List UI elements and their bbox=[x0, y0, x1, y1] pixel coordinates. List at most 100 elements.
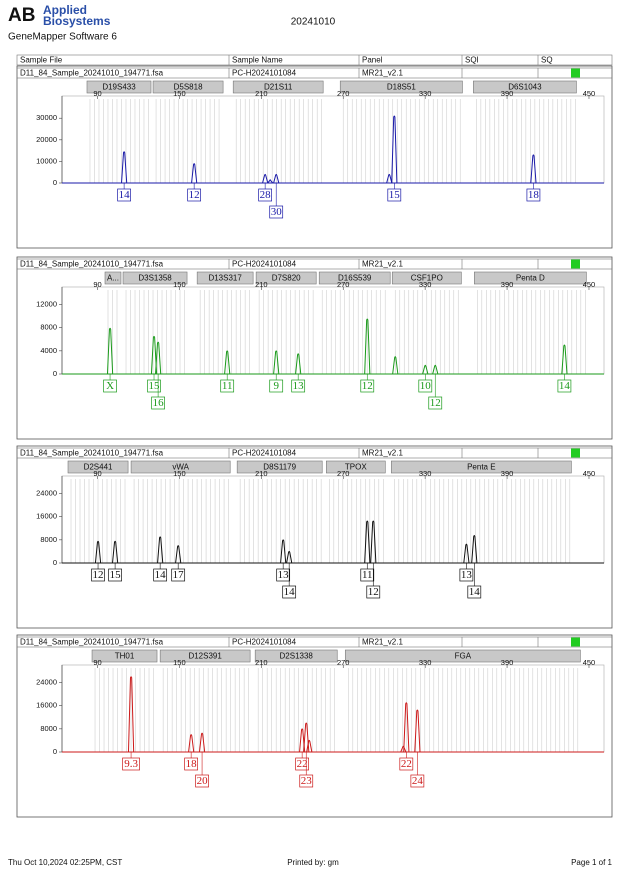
peak bbox=[157, 536, 164, 564]
x-tick-label: 270 bbox=[337, 469, 350, 478]
y-tick-label: 12000 bbox=[36, 299, 57, 308]
allele-label: 22 bbox=[401, 758, 412, 770]
x-tick-label: 90 bbox=[93, 89, 101, 98]
allele-label: 17 bbox=[173, 569, 185, 581]
allele-box bbox=[269, 205, 284, 219]
marker-label: D5S818 bbox=[174, 83, 203, 92]
marker-label: D21S11 bbox=[264, 83, 293, 92]
footer-date: Thu Oct 10,2024 02:25PM, CST bbox=[8, 858, 122, 867]
x-tick-label: 390 bbox=[501, 469, 514, 478]
allele-box bbox=[299, 774, 314, 788]
column-label: Sample Name bbox=[232, 56, 283, 65]
peak bbox=[273, 173, 280, 184]
x-tick-label: 330 bbox=[419, 469, 432, 478]
allele-box bbox=[269, 379, 284, 393]
x-tick-label: 150 bbox=[173, 280, 186, 289]
marker bbox=[159, 649, 251, 663]
allele-label: 23 bbox=[301, 775, 313, 787]
peak bbox=[280, 539, 287, 564]
sq-flag bbox=[571, 259, 580, 269]
peak bbox=[471, 534, 478, 564]
peak bbox=[299, 728, 306, 753]
panel-name: MR21_v2.1 bbox=[362, 638, 403, 647]
allele-box bbox=[184, 757, 199, 771]
sample-name: PC-H2024101084 bbox=[232, 69, 297, 78]
allele-box bbox=[117, 188, 131, 202]
marker-label: D13S317 bbox=[208, 274, 242, 283]
peak bbox=[303, 722, 310, 753]
allele-label: 30 bbox=[271, 206, 283, 218]
peak bbox=[127, 676, 135, 753]
allele-label: 14 bbox=[155, 569, 167, 581]
panel-name: MR21_v2.1 bbox=[362, 260, 403, 269]
peak bbox=[364, 520, 371, 564]
x-tick-label: 90 bbox=[93, 469, 101, 478]
allele-label: 12 bbox=[362, 380, 373, 392]
marker-label: D2S1338 bbox=[280, 652, 314, 661]
allele-label: 15 bbox=[149, 380, 161, 392]
allele-box bbox=[366, 585, 381, 599]
allele-label: 13 bbox=[278, 569, 290, 581]
y-tick-label: 16000 bbox=[36, 701, 57, 710]
peak bbox=[224, 350, 231, 375]
allele-box bbox=[467, 585, 482, 599]
allele-box bbox=[276, 568, 291, 582]
marker-label: D8S1179 bbox=[263, 463, 296, 472]
x-tick-label: 270 bbox=[337, 658, 350, 667]
info-row bbox=[16, 67, 613, 79]
allele-box bbox=[387, 188, 402, 202]
allele-label: 11 bbox=[222, 380, 233, 392]
allele-box bbox=[220, 379, 235, 393]
allele-label: 15 bbox=[389, 189, 401, 201]
sample-file: D11_84_Sample_20241010_194771.fsa bbox=[20, 449, 164, 458]
marker-label: TH01 bbox=[115, 652, 135, 661]
logo: AB bbox=[8, 5, 35, 26]
marker bbox=[344, 649, 581, 663]
allele-box bbox=[418, 379, 433, 393]
peak bbox=[286, 550, 293, 564]
panel bbox=[16, 445, 613, 629]
x-tick-label: 210 bbox=[255, 469, 268, 478]
allele-box bbox=[557, 379, 572, 393]
allele-label: 18 bbox=[186, 758, 198, 770]
panel-name: MR21_v2.1 bbox=[362, 449, 403, 458]
marker-label: TPOX bbox=[345, 463, 367, 472]
marker bbox=[152, 80, 224, 94]
allele-box bbox=[258, 188, 272, 202]
x-tick-label: 270 bbox=[337, 89, 350, 98]
allele-label: 14 bbox=[469, 586, 481, 598]
marker bbox=[391, 271, 462, 285]
allele-label: 14 bbox=[559, 380, 571, 392]
marker bbox=[196, 271, 254, 285]
marker bbox=[318, 271, 391, 285]
marker bbox=[67, 460, 129, 474]
x-tick-label: 390 bbox=[501, 658, 514, 667]
y-tick-label: 4000 bbox=[40, 346, 57, 355]
sample-name: PC-H2024101084 bbox=[232, 260, 297, 269]
allele-label: 9 bbox=[273, 380, 279, 392]
sample-file: D11_84_Sample_20241010_194771.fsa bbox=[20, 638, 164, 647]
panel bbox=[16, 634, 613, 818]
x-tick-label: 390 bbox=[501, 89, 514, 98]
allele-box bbox=[428, 396, 443, 410]
column-label: SQI bbox=[465, 56, 479, 65]
x-tick-label: 330 bbox=[419, 658, 432, 667]
allele-box bbox=[171, 568, 186, 582]
allele-box bbox=[91, 568, 105, 582]
panel bbox=[16, 65, 613, 249]
x-tick-label: 90 bbox=[93, 658, 101, 667]
allele-box bbox=[103, 379, 117, 393]
peak bbox=[306, 739, 313, 753]
marker bbox=[254, 649, 338, 663]
peak bbox=[121, 151, 128, 184]
marker-label: D19S433 bbox=[102, 83, 136, 92]
allele-label: 24 bbox=[412, 775, 424, 787]
x-tick-label: 270 bbox=[337, 280, 350, 289]
sample-name: PC-H2024101084 bbox=[232, 638, 297, 647]
column-label: Sample File bbox=[20, 56, 63, 65]
peak bbox=[155, 341, 162, 375]
allele-label: 13 bbox=[461, 569, 473, 581]
peak bbox=[370, 520, 377, 564]
allele-box bbox=[295, 757, 309, 771]
